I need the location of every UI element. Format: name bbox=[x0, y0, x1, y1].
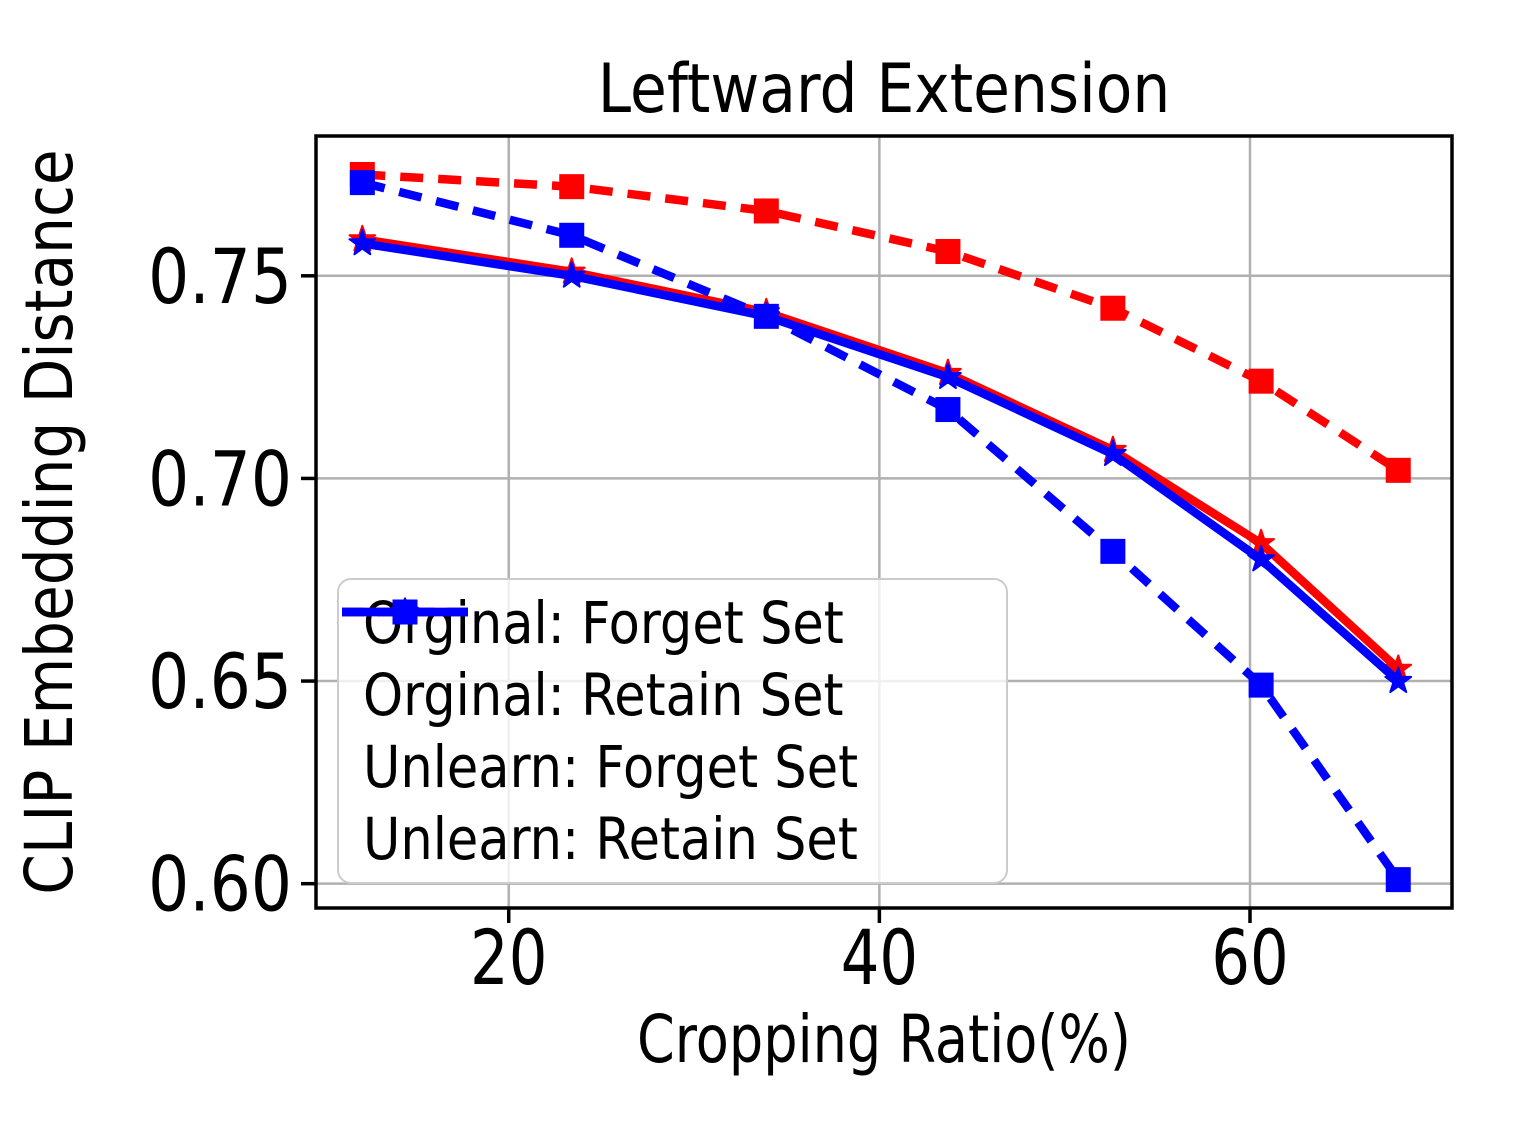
chart-title: Leftward Extension bbox=[598, 50, 1170, 129]
y-tick-label: 0.75 bbox=[148, 233, 292, 321]
series-unlearn-forget-set bbox=[349, 170, 1411, 893]
marker-square bbox=[1100, 538, 1126, 564]
legend-label: Unlearn: Forget Set bbox=[363, 733, 859, 801]
marker-star bbox=[934, 362, 962, 389]
marker-square bbox=[1385, 457, 1411, 483]
x-tick-label: 20 bbox=[470, 914, 547, 1002]
y-tick-label: 0.65 bbox=[148, 638, 292, 726]
legend-sample-solid-star bbox=[342, 597, 468, 624]
legend-marker-star bbox=[391, 597, 419, 624]
marker-square bbox=[559, 222, 585, 248]
marker-star bbox=[557, 261, 586, 288]
legend-row: Unlearn: Retain Set bbox=[342, 597, 996, 874]
tick-layer: 20 40 60 0.60 0.65 0.70 0.75 bbox=[148, 233, 1288, 1003]
marker-square bbox=[935, 397, 961, 423]
marker-square bbox=[1248, 368, 1274, 394]
series-layer bbox=[348, 161, 1413, 893]
marker-square bbox=[1248, 672, 1274, 698]
x-tick-label: 40 bbox=[841, 914, 918, 1002]
axis-layer bbox=[314, 134, 1454, 910]
marker-star bbox=[1247, 545, 1275, 572]
legend-row: Unlearn: Forget Set bbox=[342, 599, 996, 802]
marker-square bbox=[349, 170, 375, 196]
y-tick-label: 0.70 bbox=[148, 435, 292, 523]
y-axis-label: CLIP Embedding Distance bbox=[10, 149, 88, 894]
marker-square bbox=[935, 238, 961, 264]
x-tick-label: 60 bbox=[1211, 914, 1288, 1002]
marker-square bbox=[559, 174, 585, 200]
marker-square bbox=[1385, 867, 1411, 893]
series-unlearn-retain-set bbox=[348, 228, 1413, 693]
marker-star bbox=[752, 301, 781, 329]
marker-star bbox=[348, 228, 377, 256]
legend-label: Unlearn: Retain Set bbox=[363, 805, 858, 873]
series-orginal-forget-set bbox=[349, 161, 1411, 483]
y-tick-label: 0.60 bbox=[148, 841, 292, 929]
x-axis-label: Cropping Ratio(%) bbox=[637, 1002, 1131, 1079]
marker-star bbox=[1099, 439, 1127, 466]
axis-border bbox=[314, 134, 1454, 910]
legend: Orginal: Forget Set Orginal: Retain Set Un… bbox=[337, 578, 1008, 884]
marker-square bbox=[1100, 295, 1126, 321]
legend-label: Orginal: Forget Set bbox=[363, 589, 844, 657]
marker-square bbox=[753, 198, 779, 224]
legend-row: Orginal: Retain Set bbox=[342, 597, 996, 730]
legend-label: Orginal: Retain Set bbox=[363, 661, 844, 729]
marker-star bbox=[1384, 666, 1413, 693]
